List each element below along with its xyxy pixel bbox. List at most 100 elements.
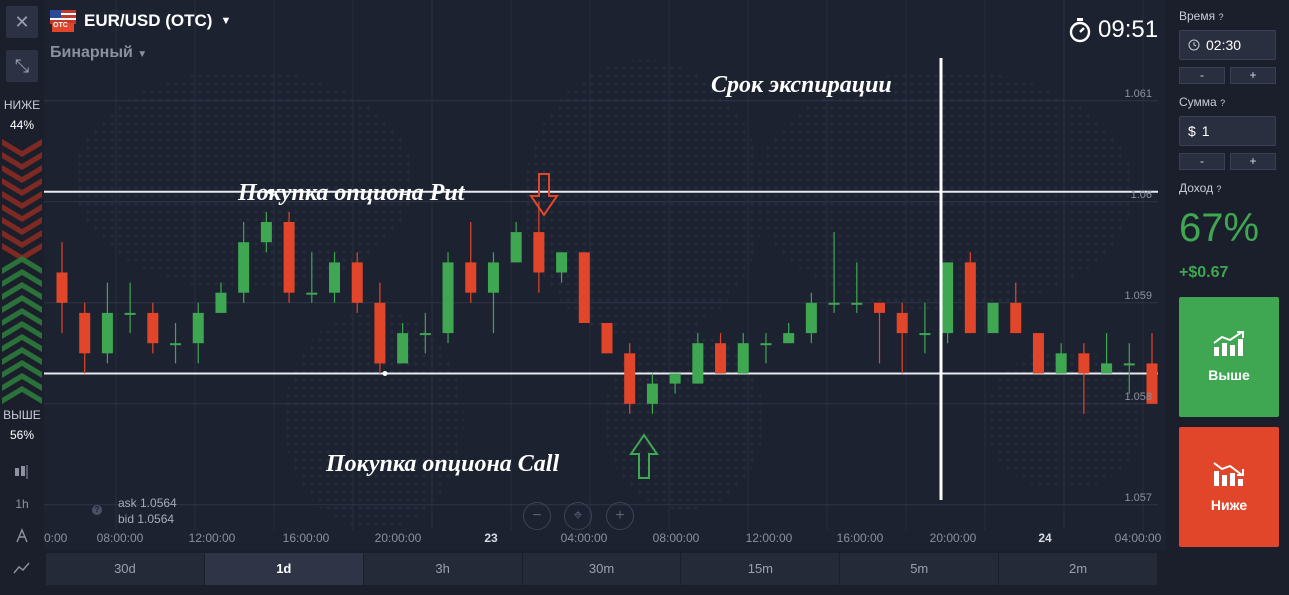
- candle: [351, 252, 363, 313]
- zoom-in-button[interactable]: +: [606, 502, 634, 530]
- candle-body: [306, 292, 318, 295]
- candle: [896, 302, 908, 374]
- candle-body: [419, 333, 431, 336]
- candle-body: [124, 312, 136, 315]
- zoom-out-button[interactable]: −: [523, 502, 551, 530]
- candle-body: [147, 312, 159, 344]
- candle: [238, 222, 250, 303]
- candle-body: [1123, 363, 1135, 366]
- candle: [1123, 343, 1135, 394]
- y-tick-label: 1.061: [1124, 88, 1152, 100]
- candle-body: [533, 232, 545, 273]
- sum-label: Сумма ?: [1179, 95, 1226, 109]
- quotes: ? ask 1.0564 bid 1.0564: [92, 495, 177, 527]
- candle-body: [1010, 302, 1022, 334]
- candle: [465, 222, 477, 303]
- candle-body: [283, 222, 295, 293]
- candle: [760, 333, 772, 364]
- amount-field[interactable]: $ 1: [1179, 116, 1276, 146]
- candle: [715, 333, 727, 374]
- candle: [533, 201, 545, 293]
- otc-badge: OTC: [53, 22, 68, 29]
- candle-body: [964, 262, 976, 334]
- collapse-icon[interactable]: ⤡: [6, 50, 38, 82]
- sentiment-up-chevron: [2, 308, 42, 326]
- help-icon[interactable]: ?: [1220, 98, 1226, 108]
- x-tick-label: 23: [484, 531, 498, 545]
- option-type-selector[interactable]: Бинарный ▼: [50, 44, 147, 62]
- candle: [601, 323, 613, 354]
- price-chart[interactable]: 1.061 1.06 1.059 1.058 1.057 04:00:00 08:00:0…: [44, 0, 1166, 550]
- candle-body: [646, 383, 658, 404]
- candle: [1101, 333, 1113, 374]
- level-anchor: [267, 189, 273, 195]
- call-annotation: Покупка опциона Call: [326, 451, 560, 477]
- x-tick-label: 04:00:00: [44, 531, 68, 545]
- candle-body: [942, 262, 954, 334]
- trade-panel: Время ? 02:30 - + Сумма ? $ 1 - + Доход …: [1166, 0, 1289, 595]
- time-plus-button[interactable]: +: [1230, 67, 1276, 84]
- candle: [487, 252, 499, 334]
- candle: [1146, 333, 1158, 404]
- candle: [805, 292, 817, 344]
- candle: [556, 252, 568, 283]
- amount-value: 1: [1201, 123, 1210, 139]
- x-tick-label: 04:00:00: [1115, 531, 1162, 545]
- asset-selector[interactable]: OTC EUR/USD (OTC) ▼: [50, 10, 231, 32]
- candle-body: [1101, 363, 1113, 374]
- candle-body: [510, 232, 522, 263]
- asset-name: EUR/USD (OTC): [84, 11, 213, 30]
- x-tick-label: 04:00:00: [561, 531, 608, 545]
- call-button[interactable]: Выше: [1179, 297, 1279, 417]
- timeframe-15m[interactable]: 15m: [681, 553, 841, 585]
- put-button[interactable]: Ниже: [1179, 427, 1279, 547]
- x-tick-label: 16:00:00: [837, 531, 884, 545]
- indicator-icon[interactable]: [6, 556, 38, 580]
- timeframe-30d[interactable]: 30d: [46, 553, 205, 585]
- lower-label: НИЖЕ: [3, 98, 41, 112]
- timeframe-1d[interactable]: 1d: [204, 553, 364, 585]
- candle-body: [260, 222, 272, 243]
- candle-body: [874, 302, 885, 313]
- candle-body: [896, 312, 908, 334]
- sentiment-up-chevron: [2, 256, 42, 274]
- income-label: Доход ?: [1179, 181, 1222, 195]
- timeframe-2m[interactable]: 2m: [999, 553, 1159, 585]
- candle-body: [215, 292, 227, 313]
- recenter-button[interactable]: ⌖: [564, 502, 592, 530]
- candle: [987, 302, 999, 334]
- time-label: Время ?: [1179, 9, 1224, 23]
- period-1h-button[interactable]: 1h: [15, 497, 29, 511]
- trend-down-icon: [1213, 462, 1244, 486]
- help-icon[interactable]: ?: [1216, 184, 1222, 194]
- candle-body: [692, 343, 704, 384]
- candle-body: [192, 312, 204, 344]
- amount-minus-button[interactable]: -: [1179, 153, 1225, 170]
- pen-tool-icon[interactable]: [6, 524, 38, 548]
- close-icon[interactable]: ✕: [6, 6, 38, 38]
- sentiment-down-chevron: [2, 230, 42, 248]
- candle-body: [601, 323, 613, 354]
- sentiment-up-chevron: [2, 321, 42, 339]
- time-minus-button[interactable]: -: [1179, 67, 1225, 84]
- candle: [215, 282, 227, 313]
- candle: [669, 373, 681, 394]
- sentiment-up-chevron: [2, 386, 42, 404]
- timeframe-3h[interactable]: 3h: [364, 553, 523, 585]
- candle: [124, 282, 136, 334]
- candle-chart-icon[interactable]: [6, 460, 38, 484]
- sentiment-down-chevron: [2, 178, 42, 196]
- help-icon[interactable]: ?: [1218, 12, 1224, 22]
- level-anchor: [382, 371, 388, 376]
- candle: [919, 302, 931, 354]
- help-icon[interactable]: ?: [92, 505, 102, 515]
- time-field[interactable]: 02:30: [1179, 30, 1276, 60]
- timeframe-5m[interactable]: 5m: [840, 553, 1000, 585]
- timeframe-30m[interactable]: 30m: [523, 553, 682, 585]
- currency-symbol: $: [1188, 123, 1196, 139]
- amount-plus-button[interactable]: +: [1230, 153, 1276, 170]
- expiry-timer: 09:51: [1068, 16, 1158, 44]
- candle-body: [238, 242, 250, 293]
- sentiment-up-chevron: [2, 347, 42, 365]
- sentiment-up-chevron: [2, 334, 42, 352]
